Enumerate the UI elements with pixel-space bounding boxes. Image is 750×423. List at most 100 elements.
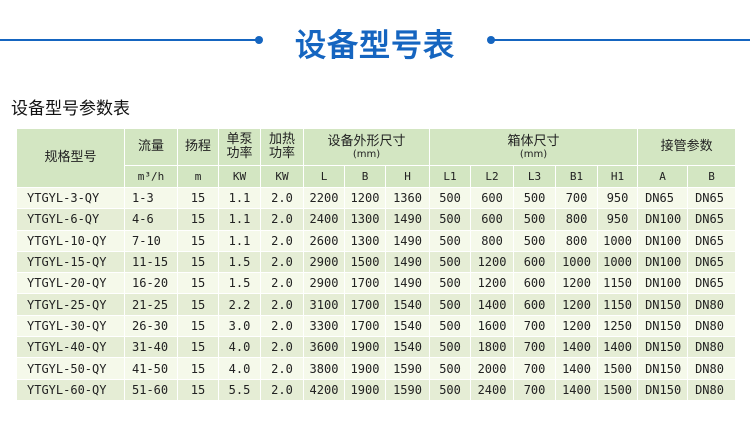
table-cell: 1400 [597,336,639,359]
table-cell: 500 [429,314,472,338]
table-cell: 800 [555,229,599,252]
table-cell: 2600 [303,229,345,252]
title-line-right [492,39,750,41]
model-cell: YTGYL-30-QY [16,314,125,338]
table-cell: 1700 [344,293,386,316]
model-cell: YTGYL-15-QY [16,250,125,274]
table-cell: DN150 [637,293,689,316]
table-cell: 950 [597,186,639,210]
table-cell: 1.5 [218,272,261,295]
table-cell: DN100 [637,208,689,231]
header-flow: 流量 [124,128,178,166]
table-cell: 600 [513,272,557,295]
title-line-left [0,39,258,41]
table-cell: 2.2 [218,293,261,316]
table-cell: 800 [555,208,599,231]
model-cell: YTGYL-60-QY [16,378,125,401]
table-cell: 500 [513,208,557,231]
table-cell: 1540 [384,336,431,359]
header-model: 规格型号 [16,128,125,188]
table-cell: DN150 [637,357,689,380]
table-cell: 4.0 [218,357,261,380]
table-cell: 15 [177,250,219,274]
table-cell: 700 [513,336,557,359]
header-dims: 设备外形尺寸 (mm) [302,128,431,166]
table-cell: 3100 [303,293,345,316]
table-cell: 2.0 [260,378,304,401]
table-cell: DN65 [687,229,737,252]
table-cell: 15 [177,336,219,359]
table-cell: DN150 [637,378,689,401]
table-cell: 1.1 [218,208,261,231]
table-cell: DN65 [687,272,737,295]
table-cell: 1000 [597,229,639,252]
table-cell: 600 [470,208,515,231]
table-cell: DN80 [687,293,737,316]
table-cell: 15 [177,293,219,316]
table-cell: 1400 [470,293,515,316]
unit-header-cell: L [303,165,345,188]
table-cell: 500 [429,229,472,252]
table-cell: 1200 [555,314,599,338]
table-cell: 2.0 [260,208,304,231]
table-cell: 1500 [344,250,386,274]
table-cell: 2400 [470,378,515,401]
table-cell: 1200 [470,250,515,274]
table-cell: 500 [429,378,472,401]
table-cell: 4200 [303,378,345,401]
table-cell: 2.0 [260,186,304,210]
table-cell: 500 [429,186,472,210]
table-cell: DN80 [687,378,737,401]
table-cell: 1600 [470,314,515,338]
table-cell: 15 [177,186,219,210]
table-cell: 31-40 [124,336,178,359]
table-cell: 500 [429,208,472,231]
table-cell: 1360 [384,186,431,210]
unit-header-cell: B [344,165,386,188]
table-cell: 2200 [303,186,345,210]
model-cell: YTGYL-10-QY [16,229,125,252]
table-cell: 21-25 [124,293,178,316]
table-cell: 500 [513,186,557,210]
unit-header-cell: L3 [513,165,557,188]
table-cell: 1500 [597,357,639,380]
table-cell: 1200 [555,293,599,316]
unit-header-cell: B [687,165,737,188]
table-cell: 11-15 [124,250,178,274]
table-cell: 1300 [344,229,386,252]
table-cell: 1490 [384,208,431,231]
table-cell: DN80 [687,336,737,359]
table-row: YTGYL-10-QY 7-10 15 1.1 2.0 2600 1300 1490 500 80… [16,229,737,252]
table-cell: DN100 [637,229,689,252]
table-row: YTGYL-60-QY 51-60 15 5.5 2.0 4200 1900 1590 500 2… [16,378,737,401]
title-dot-right [487,36,495,44]
model-cell: YTGYL-6-QY [16,208,125,231]
table-cell: 3800 [303,357,345,380]
header-heat-power: 加热功率 [260,128,304,166]
model-spec-table: 规格型号 流量 扬程 单泵功率 加热功率 设备外形尺寸 (mm) 箱体尺寸 (mm)… [16,128,737,401]
header-tank-unit: (mm) [519,148,548,160]
table-cell: DN65 [687,250,737,274]
table-cell: 700 [555,186,599,210]
table-cell: 600 [513,250,557,274]
header-dims-text: 设备外形尺寸 [327,133,406,149]
table-cell: 1300 [344,208,386,231]
table-cell: 1900 [344,378,386,401]
header-tank: 箱体尺寸 (mm) [429,128,639,166]
table-cell: 1000 [597,250,639,274]
table-cell: 1490 [384,229,431,252]
table-cell: 7-10 [124,229,178,252]
table-cell: 15 [177,314,219,338]
table-cell: 950 [597,208,639,231]
title-dot-left [255,36,263,44]
table-row: YTGYL-15-QY 11-15 15 1.5 2.0 2900 1500 1490 500 1… [16,250,737,274]
unit-header-cell: KW [218,165,261,188]
table-cell: 1490 [384,272,431,295]
table-cell: 1540 [384,314,431,338]
table-cell: DN80 [687,357,737,380]
header-pipe: 接管参数 [637,128,737,166]
table-cell: 1200 [344,186,386,210]
table-cell: 1250 [597,314,639,338]
table-cell: 16-20 [124,272,178,295]
model-cell: YTGYL-25-QY [16,293,125,316]
